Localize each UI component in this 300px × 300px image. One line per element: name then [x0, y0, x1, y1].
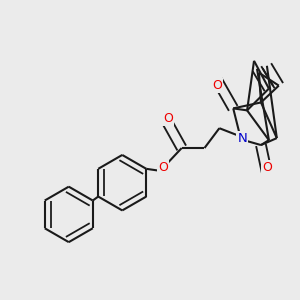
- Text: O: O: [158, 161, 168, 174]
- Text: O: O: [262, 161, 272, 174]
- Text: N: N: [237, 132, 247, 145]
- Text: O: O: [163, 112, 173, 125]
- Text: O: O: [212, 79, 222, 92]
